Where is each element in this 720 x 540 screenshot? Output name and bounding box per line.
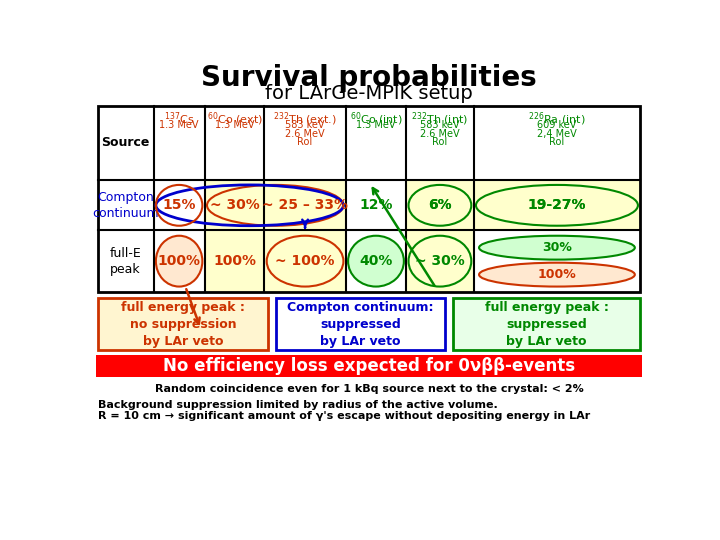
Text: No efficiency loss expected for 0νββ-events: No efficiency loss expected for 0νββ-eve… xyxy=(163,357,575,375)
Text: 583 keV: 583 keV xyxy=(285,120,325,130)
Ellipse shape xyxy=(348,236,404,287)
Bar xyxy=(204,180,346,231)
Text: 40%: 40% xyxy=(359,254,392,268)
Text: Source: Source xyxy=(102,137,150,150)
Text: 30%: 30% xyxy=(542,241,572,254)
Text: 583 keV: 583 keV xyxy=(420,120,459,130)
Text: 100%: 100% xyxy=(158,254,201,268)
Bar xyxy=(98,298,269,350)
Bar xyxy=(406,231,474,292)
Text: 609 keV: 609 keV xyxy=(537,120,577,130)
Text: $^{60}$Co (ext): $^{60}$Co (ext) xyxy=(207,110,263,128)
Text: 1.3 MeV: 1.3 MeV xyxy=(356,120,396,130)
Ellipse shape xyxy=(479,236,635,260)
Bar xyxy=(453,298,640,350)
Text: 100%: 100% xyxy=(538,268,576,281)
Text: 15%: 15% xyxy=(163,198,196,212)
Text: $^{137}$Cs: $^{137}$Cs xyxy=(164,110,194,127)
Text: 19-27%: 19-27% xyxy=(528,198,586,212)
Text: 100%: 100% xyxy=(213,254,256,268)
Bar xyxy=(96,355,642,377)
Text: RoI: RoI xyxy=(297,137,312,147)
Bar xyxy=(276,298,445,350)
Text: full energy peak :
no suppression
by LAr veto: full energy peak : no suppression by LAr… xyxy=(121,301,245,348)
Text: Background suppression limited by radius of the active volume.: Background suppression limited by radius… xyxy=(98,400,498,410)
Text: $^{60}$Co (int): $^{60}$Co (int) xyxy=(350,110,402,128)
Text: Compton continuum:
suppressed
by LAr veto: Compton continuum: suppressed by LAr vet… xyxy=(287,301,433,348)
Text: full energy peak :
suppressed
by LAr veto: full energy peak : suppressed by LAr vet… xyxy=(485,301,608,348)
Ellipse shape xyxy=(408,236,472,287)
Text: 19-27%: 19-27% xyxy=(528,198,586,212)
Text: Compton
continuum: Compton continuum xyxy=(92,191,159,220)
Text: 6%: 6% xyxy=(428,198,451,212)
Bar xyxy=(98,106,640,292)
Text: 1.3 MeV: 1.3 MeV xyxy=(159,120,199,130)
Ellipse shape xyxy=(476,185,638,226)
Text: 2.6 MeV: 2.6 MeV xyxy=(285,129,325,139)
Text: ~ 30%: ~ 30% xyxy=(415,254,465,268)
Text: ~ 25 – 33%: ~ 25 – 33% xyxy=(262,198,348,212)
Text: full-E
peak: full-E peak xyxy=(109,247,142,275)
Bar xyxy=(204,231,346,292)
Text: $^{226}$Ra (int): $^{226}$Ra (int) xyxy=(528,110,586,128)
Text: Random coincidence even for 1 kBq source next to the crystal: < 2%: Random coincidence even for 1 kBq source… xyxy=(155,384,583,394)
Text: RoI: RoI xyxy=(432,137,448,147)
Text: Survival probabilities: Survival probabilities xyxy=(201,64,537,92)
Text: $^{232}$Th (ext.): $^{232}$Th (ext.) xyxy=(273,110,337,128)
Text: RoI: RoI xyxy=(549,137,564,147)
Text: $^{232}$Th (int): $^{232}$Th (int) xyxy=(411,110,469,128)
Text: 2.6 MeV: 2.6 MeV xyxy=(420,129,460,139)
Text: 6%: 6% xyxy=(428,198,451,212)
Text: 12%: 12% xyxy=(359,198,392,212)
Text: ~ 100%: ~ 100% xyxy=(275,254,335,268)
Ellipse shape xyxy=(156,236,202,287)
Text: for LArGe-MPIK setup: for LArGe-MPIK setup xyxy=(265,84,473,103)
Ellipse shape xyxy=(479,262,635,287)
Ellipse shape xyxy=(408,185,472,226)
Ellipse shape xyxy=(266,236,343,287)
Bar xyxy=(406,180,640,231)
Text: R = 10 cm → significant amount of γ's escape without depositing energy in LAr: R = 10 cm → significant amount of γ's es… xyxy=(98,410,590,421)
Ellipse shape xyxy=(207,185,343,226)
Text: 1.3 MeV: 1.3 MeV xyxy=(215,120,254,130)
Text: ~ 30%: ~ 30% xyxy=(210,198,259,212)
Text: 2,4 MeV: 2,4 MeV xyxy=(537,129,577,139)
